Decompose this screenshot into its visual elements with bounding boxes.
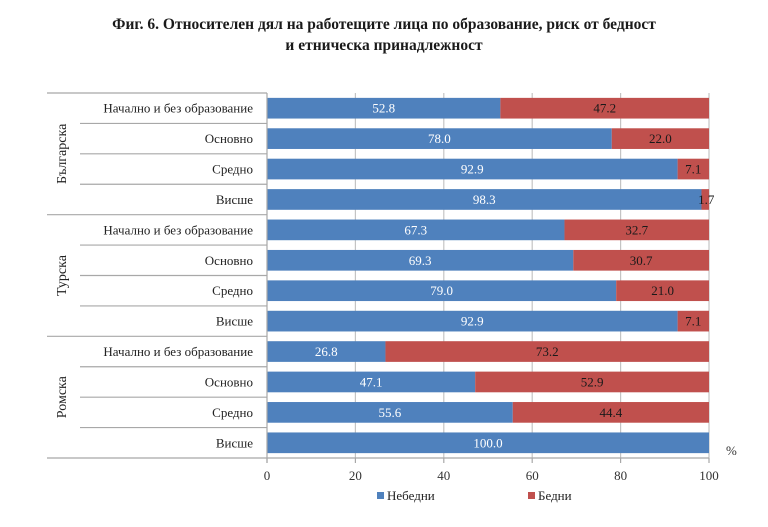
- category-label: Основно: [205, 374, 253, 389]
- chart-title: Фиг. 6. Относителен дял на работещите ли…: [0, 14, 768, 56]
- tick-label-40: 40: [437, 468, 450, 483]
- data-label-poor: 47.2: [593, 101, 616, 116]
- category-label: Висше: [216, 435, 253, 450]
- data-label-poor: 1.7: [698, 192, 715, 207]
- bar-nonpoor: [267, 219, 565, 241]
- chart-title-line-2: и етническа принадлежност: [285, 37, 483, 54]
- legend: Небедни Бедни: [377, 488, 572, 503]
- bar-poor: [677, 310, 709, 332]
- bar-nonpoor: [267, 310, 678, 332]
- data-label-nonpoor: 78.0: [428, 131, 451, 146]
- data-label-nonpoor: 98.3: [473, 192, 496, 207]
- legend-label-poor: Бедни: [538, 488, 572, 503]
- category-label: Средно: [212, 405, 253, 420]
- data-label-poor: 7.1: [685, 314, 701, 329]
- data-label-nonpoor: 55.6: [379, 405, 402, 420]
- bar-poor: [385, 341, 709, 362]
- axis-unit-label: %: [726, 443, 737, 458]
- category-axis: Начално и без образование Основно Средно Ви…: [47, 92, 267, 459]
- data-label-nonpoor: 92.9: [461, 314, 484, 329]
- bar-poor: [564, 219, 709, 241]
- bar-nonpoor: [267, 371, 476, 393]
- tick-label-100: 100: [699, 468, 719, 483]
- category-label: Средно: [212, 162, 253, 177]
- bar-nonpoor: [267, 189, 702, 210]
- bar-poor: [475, 371, 709, 393]
- data-label-nonpoor: 100.0: [473, 435, 502, 450]
- data-label-nonpoor: 67.3: [404, 222, 427, 237]
- data-label-poor: 30.7: [630, 253, 653, 268]
- bar-nonpoor: [267, 432, 709, 454]
- bar-data-labels: 52.8 47.2 78.0 22.0 92.9 7.1 98.3 1.7 67.3 32.7 69…: [315, 101, 715, 451]
- bar-poor: [573, 249, 709, 271]
- bar-nonpoor: [267, 249, 574, 271]
- bar-poor: [500, 97, 709, 119]
- tick-label-80: 80: [614, 468, 627, 483]
- legend-swatch-nonpoor: [377, 492, 384, 499]
- category-label: Начално и без образование: [103, 344, 253, 359]
- tick-label-20: 20: [349, 468, 362, 483]
- data-label-poor: 52.9: [581, 374, 604, 389]
- data-label-nonpoor: 69.3: [409, 253, 432, 268]
- bar-nonpoor: [267, 128, 612, 149]
- group-label: Ромска: [55, 375, 70, 418]
- bar-nonpoor: [267, 158, 678, 180]
- bar-poor: [677, 158, 709, 180]
- bar-nonpoor: [267, 280, 617, 302]
- bars: [267, 97, 709, 454]
- data-label-nonpoor: 26.8: [315, 344, 338, 359]
- category-label: Основно: [205, 131, 253, 146]
- bar-poor: [512, 402, 709, 423]
- tick-label-60: 60: [526, 468, 539, 483]
- data-label-poor: 21.0: [651, 283, 674, 298]
- category-label: Висше: [216, 192, 253, 207]
- bar-nonpoor: [267, 341, 386, 362]
- bar-nonpoor: [267, 97, 501, 119]
- data-label-poor: 44.4: [600, 405, 623, 420]
- bar-poor: [616, 280, 709, 302]
- value-axis: 0 20 40 60 80 100%: [264, 93, 737, 483]
- chart-title-line-1: Фиг. 6. Относителен дял на работещите ли…: [112, 16, 656, 33]
- bar-nonpoor: [267, 402, 513, 423]
- legend-swatch-poor: [528, 492, 535, 499]
- bar-poor: [611, 128, 709, 149]
- category-label: Средно: [212, 283, 253, 298]
- category-label: Висше: [216, 314, 253, 329]
- group-label: Българска: [55, 123, 70, 184]
- category-label: Начално и без образование: [103, 222, 253, 237]
- data-label-poor: 7.1: [685, 162, 701, 177]
- data-label-poor: 22.0: [649, 131, 672, 146]
- legend-label-nonpoor: Небедни: [387, 488, 435, 503]
- data-label-nonpoor: 52.8: [372, 101, 395, 116]
- data-label-nonpoor: 79.0: [430, 283, 453, 298]
- group-label: Турска: [55, 254, 70, 296]
- gridlines: [354, 93, 710, 458]
- tick-label-0: 0: [264, 468, 271, 483]
- category-label: Начално и без образование: [103, 101, 253, 116]
- data-label-nonpoor: 47.1: [360, 374, 383, 389]
- data-label-nonpoor: 92.9: [461, 162, 484, 177]
- category-label: Основно: [205, 253, 253, 268]
- bar-poor: [701, 189, 709, 210]
- data-label-poor: 73.2: [536, 344, 559, 359]
- data-label-poor: 32.7: [625, 222, 648, 237]
